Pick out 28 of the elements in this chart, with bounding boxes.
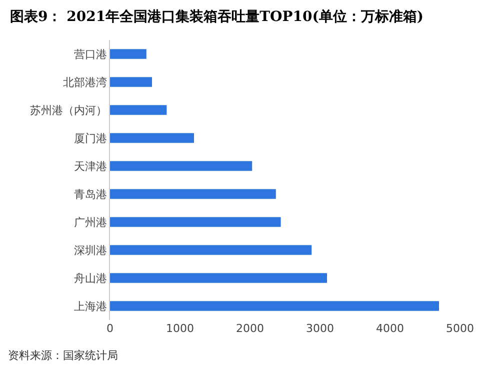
x-tick-label: 4000	[376, 322, 404, 335]
y-tick-label: 苏州港（内河）	[30, 104, 107, 117]
y-tick-label: 营口港	[74, 48, 107, 61]
y-tick-label: 天津港	[74, 160, 107, 173]
bar	[110, 301, 439, 311]
bar	[110, 77, 152, 87]
y-tick-label: 舟山港	[74, 272, 107, 285]
y-tick-label: 深圳港	[74, 244, 107, 257]
bar	[110, 105, 167, 115]
y-tick-label: 广州港	[74, 216, 107, 229]
bar	[110, 49, 146, 59]
x-tick-label: 1000	[166, 322, 194, 335]
chart-title: 图表9： 2021年全国港口集装箱吞吐量TOP10(单位：万标准箱)	[9, 8, 424, 27]
x-tick-label: 0	[106, 322, 114, 335]
bar	[110, 133, 194, 143]
y-tick-label: 北部港湾	[62, 76, 107, 89]
bar	[110, 217, 281, 227]
x-tick-label: 5000	[446, 322, 474, 335]
y-tick-label: 青岛港	[74, 188, 107, 201]
text: 资料来源：国家统计局	[8, 348, 118, 363]
bar	[110, 245, 312, 255]
y-tick-label: 厦门港	[74, 132, 107, 145]
bar	[110, 273, 327, 283]
x-tick-label: 2000	[236, 322, 264, 335]
bar	[110, 161, 252, 171]
x-tick-label: 3000	[306, 322, 334, 335]
bar	[110, 189, 276, 199]
y-tick-label: 上海港	[74, 300, 107, 313]
